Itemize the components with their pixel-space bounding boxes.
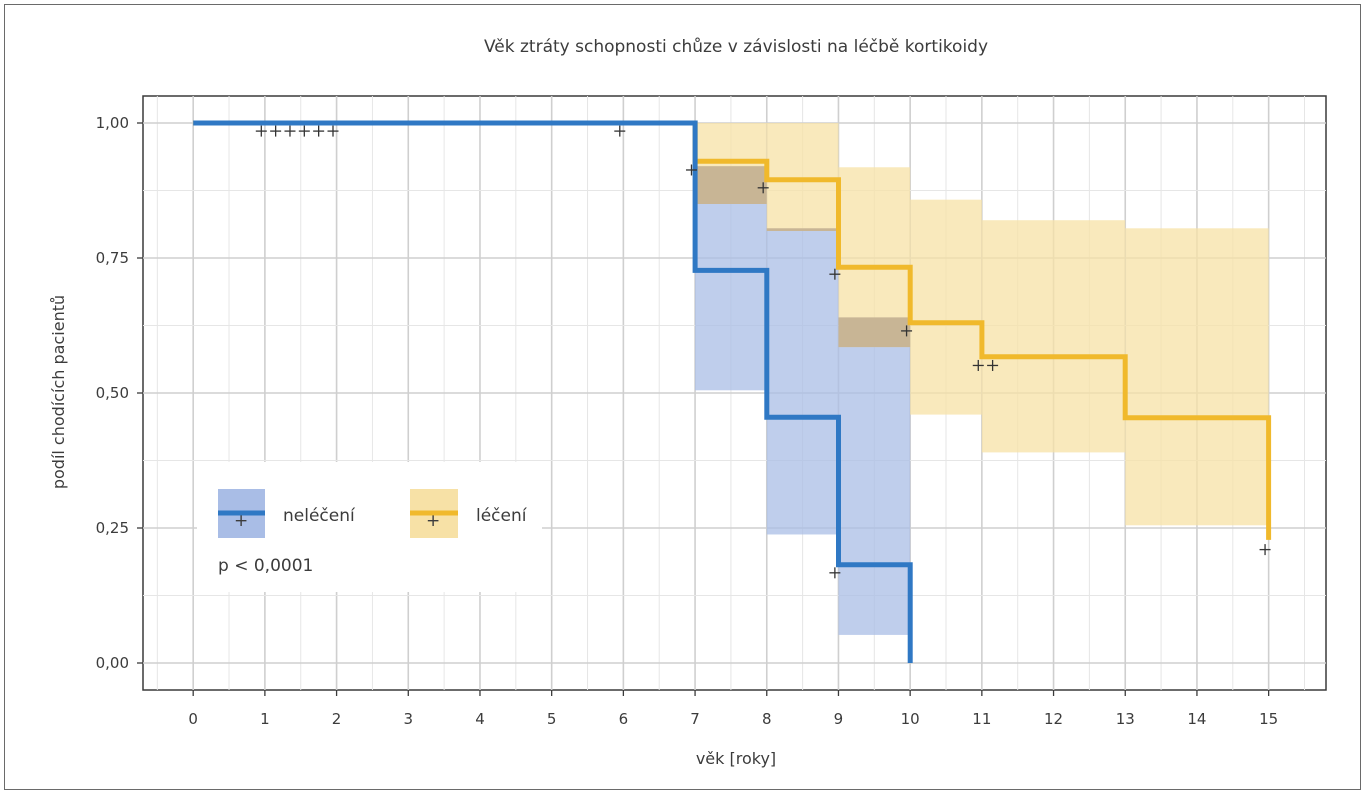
censor-mark-nelecene (829, 567, 841, 579)
legend-censor-lecene: + (426, 511, 440, 531)
x-tick-label: 4 (475, 710, 485, 728)
chart-title: Věk ztráty schopnosti chůze v závislosti… (484, 37, 988, 57)
legend: + neléčení + léčení p < 0,0001 (197, 462, 542, 592)
ci-band-lecene (1125, 228, 1269, 526)
ci-band-lecene (766, 123, 839, 231)
censor-mark-lecene (972, 359, 984, 371)
censor-mark-lecene (270, 125, 282, 137)
censor-mark-lecene (284, 125, 296, 137)
censor-mark-lecene (757, 182, 769, 194)
censor-mark-lecene (327, 125, 339, 137)
censor-mark-lecene (255, 125, 267, 137)
ci-band-lecene (910, 199, 982, 415)
censor-mark-lecene (987, 359, 999, 371)
x-tick-label: 11 (972, 710, 991, 728)
km-line-nelecene (193, 120, 913, 663)
x-tick-label: 9 (834, 710, 844, 728)
y-tick-label: 0,50 (96, 384, 129, 402)
censor-mark-lecene (1259, 544, 1271, 556)
p-value-annotation: p < 0,0001 (218, 556, 313, 576)
y-tick-label: 0,75 (96, 249, 129, 267)
x-axis-ticks: 0 1 2 3 4 5 6 7 8 9 10 11 12 13 14 15 (188, 690, 1278, 728)
censor-marks (255, 125, 1271, 579)
x-tick-label: 12 (1044, 710, 1063, 728)
x-tick-label: 14 (1187, 710, 1206, 728)
legend-label-lecene: léčení (476, 506, 528, 526)
ci-band-nelecene (838, 317, 911, 635)
y-axis-ticks: 0,00 0,25 0,50 0,75 1,00 (96, 114, 143, 672)
censor-mark-lecene (614, 125, 626, 137)
x-tick-label: 1 (260, 710, 270, 728)
x-tick-label: 8 (762, 710, 772, 728)
x-tick-label: 3 (404, 710, 414, 728)
ci-band-lecene (838, 167, 911, 348)
y-axis-label: podíl chodících pacientů (49, 295, 68, 489)
x-tick-label: 15 (1259, 710, 1278, 728)
y-tick-label: 0,25 (96, 519, 129, 537)
legend-label-nelecene: neléčení (283, 506, 356, 526)
confidence-bands (695, 123, 1269, 635)
ci-band-overlap (695, 166, 767, 204)
ci-band-overlap (838, 317, 911, 348)
ci-band-overlap (766, 228, 839, 231)
y-tick-label: 1,00 (96, 114, 129, 132)
censor-mark-lecene (829, 268, 841, 280)
y-tick-label: 0,00 (96, 654, 129, 672)
ci-band-nelecene (766, 228, 839, 535)
ci-band-lecene (981, 220, 1126, 453)
censor-mark-lecene (313, 125, 325, 137)
censor-mark-nelecene (685, 164, 697, 176)
x-tick-label: 13 (1116, 710, 1135, 728)
x-axis-label: věk [roky] (696, 749, 776, 768)
x-tick-label: 6 (619, 710, 629, 728)
x-tick-label: 0 (188, 710, 198, 728)
survival-lines (193, 120, 1272, 663)
x-tick-label: 5 (547, 710, 557, 728)
censor-mark-lecene (901, 325, 913, 337)
km-line-lecene (193, 120, 1272, 540)
x-tick-label: 7 (690, 710, 700, 728)
censor-mark-lecene (298, 125, 310, 137)
x-tick-label: 2 (332, 710, 342, 728)
x-tick-label: 10 (901, 710, 920, 728)
legend-censor-nelecene: + (234, 511, 248, 531)
